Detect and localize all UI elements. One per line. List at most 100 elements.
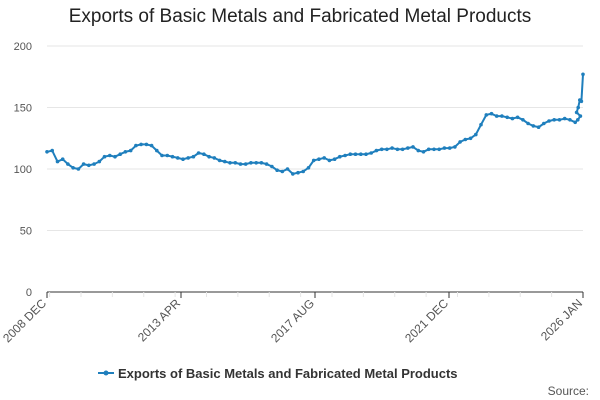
data-point[interactable]	[102, 154, 107, 159]
data-point[interactable]	[181, 157, 185, 161]
data-point[interactable]	[301, 169, 306, 174]
data-point[interactable]	[390, 146, 394, 150]
data-point[interactable]	[97, 159, 102, 164]
data-point[interactable]	[317, 157, 321, 161]
data-point[interactable]	[270, 164, 274, 169]
data-point[interactable]	[233, 161, 238, 165]
data-point[interactable]	[479, 122, 483, 127]
data-point[interactable]	[118, 152, 122, 156]
legend[interactable]: Exports of Basic Metals and Fabricated M…	[98, 366, 458, 381]
data-point[interactable]	[123, 150, 128, 154]
data-point[interactable]	[322, 156, 327, 160]
data-point[interactable]	[275, 168, 279, 172]
data-point[interactable]	[521, 118, 525, 122]
data-point[interactable]	[165, 153, 170, 158]
data-point[interactable]	[238, 162, 243, 166]
data-point[interactable]	[468, 136, 473, 141]
data-point[interactable]	[576, 118, 580, 122]
data-point[interactable]	[113, 154, 117, 159]
data-point[interactable]	[249, 161, 253, 165]
data-point[interactable]	[348, 152, 353, 156]
data-point[interactable]	[385, 147, 389, 152]
data-point[interactable]	[92, 162, 96, 166]
data-point[interactable]	[285, 167, 290, 171]
data-point[interactable]	[395, 147, 400, 152]
data-point[interactable]	[191, 154, 196, 159]
data-point[interactable]	[510, 116, 515, 121]
data-point[interactable]	[87, 163, 91, 168]
data-point[interactable]	[416, 148, 421, 153]
data-point[interactable]	[515, 115, 520, 120]
data-point[interactable]	[327, 158, 332, 163]
data-point[interactable]	[474, 132, 478, 137]
data-point[interactable]	[426, 147, 431, 152]
data-point[interactable]	[400, 147, 405, 152]
data-point[interactable]	[374, 148, 379, 153]
data-point[interactable]	[306, 166, 311, 170]
data-point[interactable]	[379, 147, 384, 152]
data-point[interactable]	[144, 142, 149, 147]
data-point[interactable]	[228, 161, 232, 165]
data-point[interactable]	[296, 170, 300, 175]
data-point[interactable]	[463, 137, 468, 142]
data-point[interactable]	[494, 114, 499, 118]
data-point[interactable]	[442, 146, 447, 150]
data-point[interactable]	[338, 154, 342, 159]
data-point[interactable]	[202, 152, 206, 156]
data-point[interactable]	[139, 142, 143, 147]
data-point[interactable]	[259, 161, 264, 165]
data-point[interactable]	[149, 143, 154, 148]
data-point[interactable]	[432, 147, 436, 152]
data-point[interactable]	[207, 154, 211, 159]
data-point[interactable]	[291, 172, 295, 176]
data-point[interactable]	[581, 72, 585, 77]
data-point[interactable]	[223, 159, 227, 164]
data-point[interactable]	[175, 156, 180, 160]
data-point[interactable]	[155, 148, 159, 153]
data-point[interactable]	[526, 121, 530, 126]
data-point[interactable]	[542, 121, 546, 126]
data-point[interactable]	[45, 150, 49, 154]
data-point[interactable]	[568, 118, 572, 122]
data-point[interactable]	[421, 150, 426, 154]
data-point[interactable]	[50, 148, 54, 153]
data-point[interactable]	[369, 151, 374, 155]
data-point[interactable]	[578, 114, 583, 118]
data-point[interactable]	[411, 145, 415, 149]
data-point[interactable]	[364, 152, 368, 156]
data-point[interactable]	[573, 120, 577, 125]
data-point[interactable]	[447, 146, 452, 150]
data-point[interactable]	[71, 166, 75, 170]
data-point[interactable]	[128, 148, 133, 153]
data-point[interactable]	[170, 154, 175, 159]
data-point[interactable]	[196, 151, 201, 155]
data-point[interactable]	[500, 114, 504, 118]
data-point[interactable]	[531, 124, 536, 128]
data-point[interactable]	[562, 116, 567, 121]
data-point[interactable]	[212, 156, 217, 160]
data-point[interactable]	[217, 158, 222, 163]
data-point[interactable]	[484, 113, 489, 117]
data-point[interactable]	[359, 152, 363, 156]
data-point[interactable]	[60, 157, 65, 161]
data-point[interactable]	[458, 140, 462, 144]
data-point[interactable]	[353, 152, 358, 156]
data-point[interactable]	[552, 118, 556, 122]
data-point[interactable]	[55, 159, 60, 164]
data-point[interactable]	[576, 105, 580, 110]
data-point[interactable]	[76, 167, 81, 171]
data-point[interactable]	[505, 115, 510, 120]
data-point[interactable]	[343, 153, 347, 158]
data-point[interactable]	[574, 110, 579, 115]
data-point[interactable]	[264, 162, 269, 166]
data-point[interactable]	[81, 162, 86, 166]
data-point[interactable]	[186, 156, 190, 160]
data-point[interactable]	[547, 119, 551, 123]
data-point[interactable]	[160, 153, 164, 158]
data-point[interactable]	[557, 118, 562, 122]
data-point[interactable]	[66, 162, 70, 166]
data-point[interactable]	[489, 111, 494, 116]
data-point[interactable]	[536, 125, 541, 129]
data-point[interactable]	[579, 99, 584, 104]
data-point[interactable]	[134, 143, 138, 148]
